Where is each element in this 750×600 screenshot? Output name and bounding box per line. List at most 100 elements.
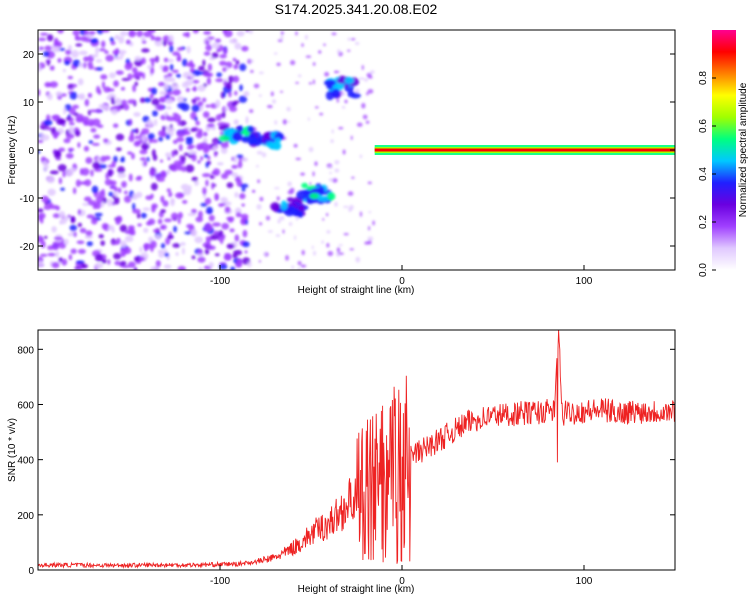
heatmap-noise-cell — [197, 160, 201, 164]
heatmap-y-axis-label: Frequency (Hz) — [7, 116, 18, 185]
heatmap-blob-cell — [317, 186, 325, 196]
heatmap-noise-cell — [338, 252, 344, 255]
colorbar: 0.0 0.2 0.4 0.6 0.8 Normalized spectral ampl… — [698, 30, 749, 277]
heatmap-noise-cell — [56, 118, 65, 126]
heatmap-noise-cell — [314, 161, 318, 167]
heatmap-noise-cell — [91, 217, 98, 225]
heatmap-noise-cell — [231, 101, 238, 107]
heatmap-noise-cell — [77, 222, 83, 228]
heatmap-noise-cell — [42, 50, 50, 57]
heatmap-noise-cell — [287, 120, 291, 123]
heatmap-noise-cell — [232, 253, 238, 259]
heatmap-noise-cell — [68, 254, 73, 261]
heatmap-noise-cell — [39, 46, 44, 51]
heatmap-noise-cell — [203, 30, 212, 35]
heatmap-noise-cell — [203, 154, 209, 158]
heatmap-noise-cell — [75, 113, 84, 122]
heatmap-noise-cell — [224, 169, 233, 176]
heatmap-noise-cell — [351, 176, 355, 179]
heatmap-noise-cell — [134, 81, 138, 87]
heatmap-noise-cell — [110, 96, 115, 105]
heatmap-noise-cell — [356, 122, 363, 127]
heatmap-x-axis: -100 0 100 — [210, 265, 593, 287]
heatmap-noise-cell — [159, 90, 167, 96]
heatmap-noise-cell — [271, 99, 277, 104]
heatmap-noise-cell — [155, 104, 165, 111]
heatmap-blob-cell — [252, 138, 263, 146]
heatmap-noise-cell — [123, 195, 132, 203]
heatmap-noise-cell — [69, 224, 78, 232]
heatmap-noise-cell — [138, 256, 145, 261]
heatmap-noise-cell — [230, 266, 236, 270]
heatmap-noise-cell — [241, 45, 249, 52]
colorbar-tick-label: 0.2 — [698, 215, 709, 229]
heatmap-noise-cell — [207, 117, 216, 123]
heatmap-noise-cell — [247, 58, 252, 65]
heatmap-noise-cell — [52, 213, 61, 219]
heatmap-noise-cell — [53, 40, 60, 48]
heatmap-noise-cell — [116, 215, 123, 221]
heatmap-noise-cell — [300, 264, 307, 268]
heatmap-noise-cell — [85, 157, 93, 164]
heatmap-noise-cell — [176, 130, 186, 138]
heatmap-noise-cell — [115, 147, 122, 152]
heatmap-noise-cell — [153, 119, 158, 126]
heatmap-noise-cell — [120, 86, 126, 91]
heatmap-noise-cell — [194, 180, 199, 186]
heatmap-noise-cell — [58, 210, 66, 219]
heatmap-noise-cell — [107, 169, 113, 177]
heatmap-noise-cell — [103, 104, 110, 112]
heatmap-noise-cell — [366, 72, 372, 78]
heatmap-blob — [296, 182, 336, 205]
heatmap-noise-cell — [97, 124, 104, 128]
heatmap-noise-cell — [139, 246, 143, 253]
heatmap-noise-cell — [65, 153, 74, 159]
heatmap-noise-cell — [109, 88, 115, 92]
heatmap-noise-cell — [123, 190, 128, 195]
heatmap-noise-cell — [275, 234, 281, 237]
heatmap-noise-cell — [105, 54, 115, 62]
heatmap-noise-cell — [117, 50, 127, 55]
heatmap-noise-cell — [108, 191, 114, 197]
heatmap-noise-cell — [51, 261, 60, 269]
heatmap-noise-cell — [319, 112, 324, 116]
heatmap-noise-cell — [362, 114, 368, 120]
heatmap-noise-cell — [129, 118, 133, 126]
heatmap-noise-cell — [355, 256, 361, 263]
snr-x-axis: -100 0 100 — [210, 565, 593, 587]
heatmap-noise-cell — [46, 176, 55, 184]
heatmap-noise-cell — [59, 220, 63, 225]
heatmap-noise-cell — [142, 207, 151, 212]
heatmap-noise-cell — [191, 176, 198, 182]
heatmap-noise-cell — [109, 185, 117, 190]
heatmap-noise-cell — [185, 164, 195, 173]
heatmap-noise-cell — [205, 238, 211, 247]
heatmap-noise-cell — [243, 91, 250, 97]
heatmap-noise-cell — [119, 52, 125, 58]
heatmap-noise-cell — [334, 159, 340, 165]
heatmap-noise-cell — [124, 229, 131, 235]
heatmap-noise-cell — [76, 240, 85, 245]
heatmap-noise-cell — [158, 81, 165, 87]
heatmap-blob — [270, 196, 309, 218]
heatmap-noise-cell — [287, 181, 293, 187]
heatmap-noise-cell — [210, 174, 214, 180]
heatmap-noise-cell — [55, 91, 63, 97]
heatmap-noise-cell — [175, 192, 185, 199]
heatmap-noise-cell — [114, 260, 121, 266]
heatmap-noise-cell — [117, 187, 122, 194]
heatmap-noise-cell — [117, 166, 125, 174]
heatmap-noise-cell — [216, 162, 224, 166]
heatmap-noise-cell — [139, 149, 148, 155]
heatmap-noise-cell — [141, 48, 150, 53]
heatmap-noise-cell — [150, 266, 155, 270]
heatmap-noise-cell — [65, 49, 72, 55]
heatmap-noise-cell — [140, 57, 146, 65]
heatmap-noise-cell — [120, 253, 126, 257]
heatmap-noise-cell — [132, 202, 136, 211]
chart-title: S174.2025.341.20.08.E02 — [275, 1, 438, 17]
heatmap-noise-cell — [301, 43, 304, 47]
heatmap-noise-cell — [67, 75, 74, 80]
heatmap-noise-cell — [141, 40, 147, 44]
